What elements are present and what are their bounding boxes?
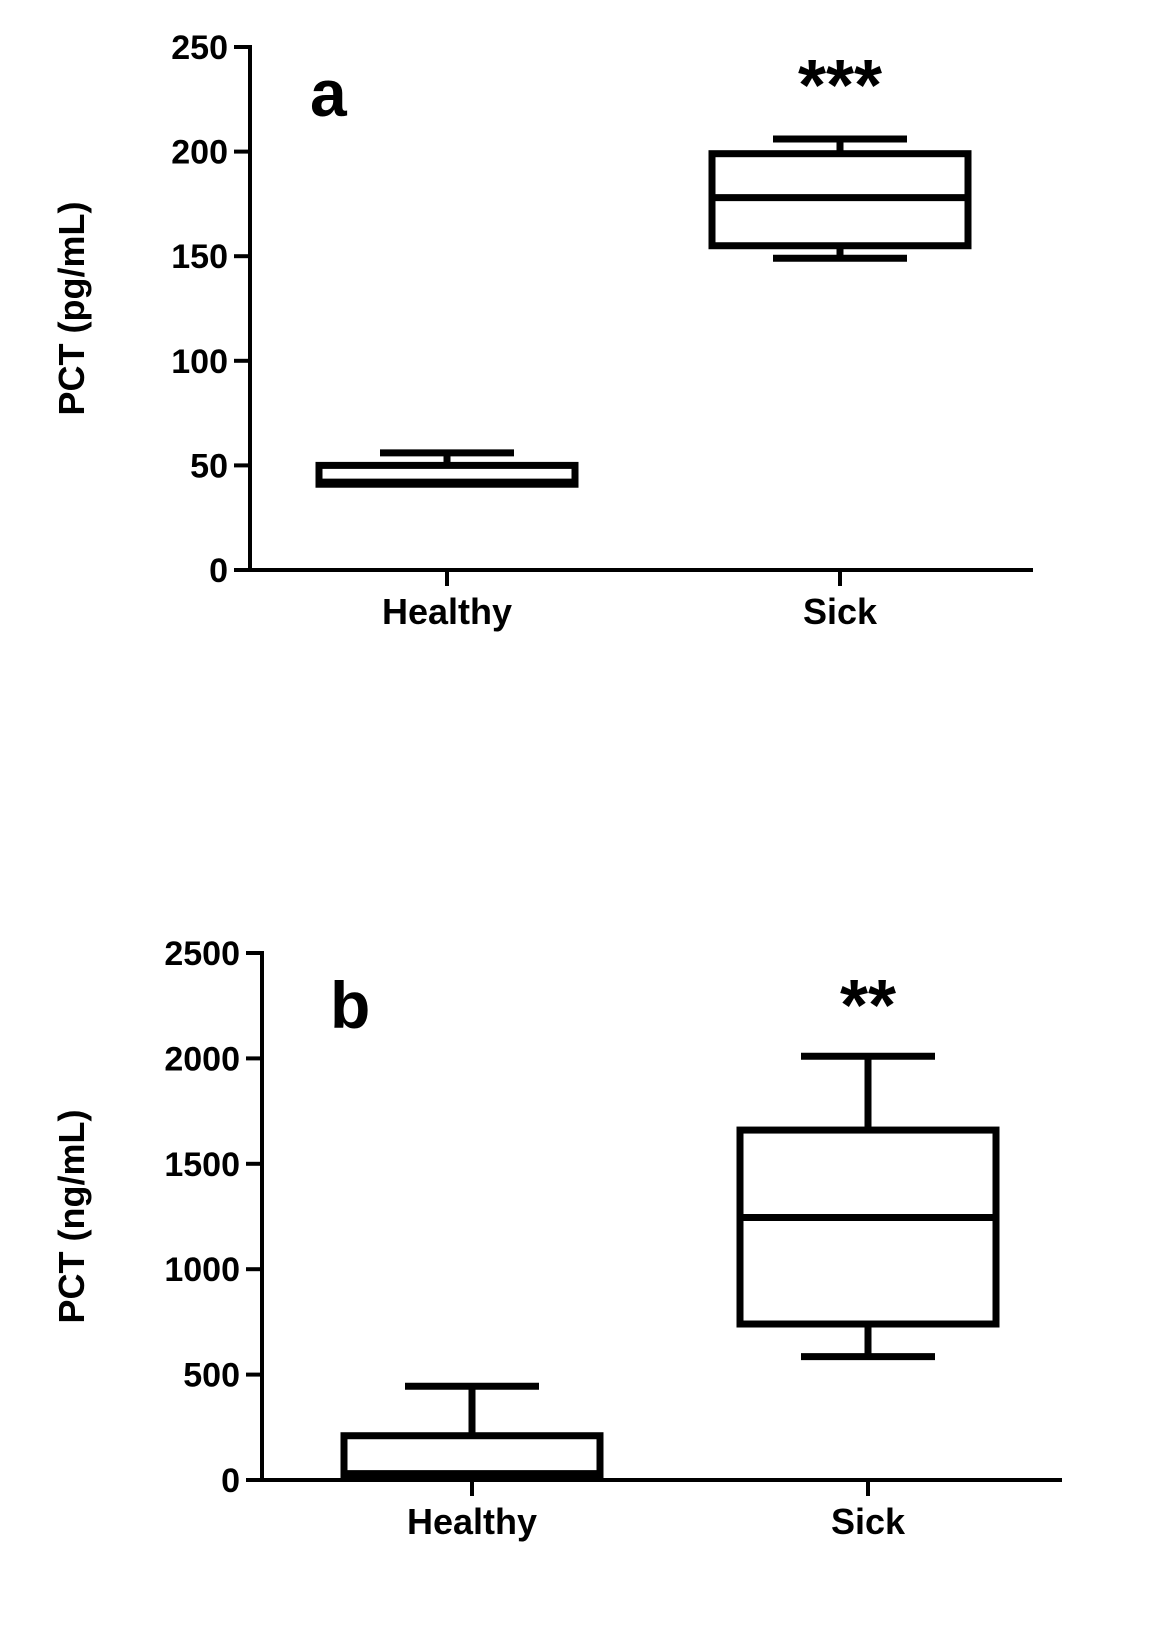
- box-sick-significance: **: [840, 966, 896, 1046]
- x-tick-label: Sick: [831, 1501, 906, 1542]
- box-sick-significance: ***: [798, 46, 882, 126]
- y-tick-label: 2000: [164, 1040, 240, 1078]
- y-tick-label: 1500: [164, 1146, 240, 1184]
- y-tick-label: 100: [171, 343, 228, 381]
- y-tick-label: 2500: [164, 935, 240, 973]
- y-tick-label: 50: [190, 447, 228, 485]
- y-tick-label: 500: [183, 1357, 240, 1395]
- y-tick-label: 1000: [164, 1251, 240, 1289]
- panel-label: a: [310, 56, 348, 130]
- y-tick-label: 200: [171, 134, 228, 172]
- y-tick-label: 0: [221, 1462, 240, 1500]
- y-axis-label: PCT (ng/mL): [51, 1110, 92, 1324]
- x-tick-label: Sick: [803, 591, 878, 632]
- y-tick-label: 250: [171, 29, 228, 67]
- x-tick-label: Healthy: [407, 1501, 537, 1542]
- y-tick-label: 150: [171, 238, 228, 276]
- y-axis-label: PCT (pg/mL): [51, 202, 92, 416]
- x-tick-label: Healthy: [382, 591, 512, 632]
- chart-panel-b: 0 500 1000 1500 2000 2500 Healthy Sick PCT (ng/m…: [51, 935, 1062, 1542]
- chart-panel-a: 0 50 100 150 200 250 Healthy Sick PCT (pg/mL) a **…: [51, 29, 1033, 632]
- box-sick-iqr: [736, 1126, 1000, 1328]
- panel-label: b: [330, 968, 370, 1042]
- y-tick-label: 0: [209, 552, 228, 590]
- box-healthy-iqr: [340, 1432, 604, 1479]
